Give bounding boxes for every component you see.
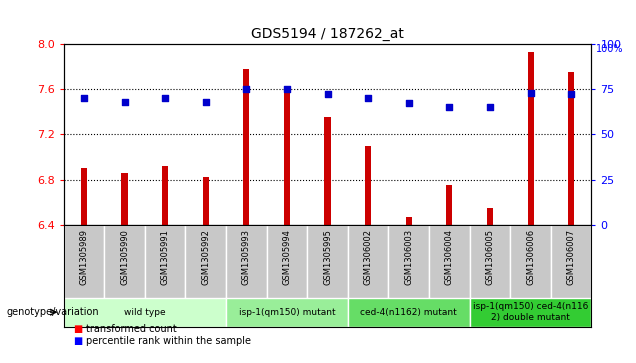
Bar — [81, 168, 87, 225]
Bar — [64, 225, 104, 298]
Bar — [244, 69, 249, 225]
Point — [282, 86, 292, 92]
Text: GSM1305990: GSM1305990 — [120, 229, 129, 285]
Text: GSM1305989: GSM1305989 — [80, 229, 88, 285]
Bar — [389, 225, 429, 298]
Text: ced-4(n1162) mutant: ced-4(n1162) mutant — [361, 308, 457, 317]
Text: genotype/variation: genotype/variation — [6, 307, 99, 317]
Bar — [162, 166, 168, 225]
Point — [160, 95, 170, 101]
Bar — [469, 225, 510, 298]
Bar — [226, 298, 348, 327]
Text: transformed count: transformed count — [86, 323, 177, 334]
Bar — [266, 225, 307, 298]
Bar — [406, 217, 411, 225]
Bar — [104, 225, 145, 298]
Bar — [510, 225, 551, 298]
Text: ■: ■ — [73, 323, 83, 334]
Point — [485, 104, 495, 110]
Bar — [429, 225, 469, 298]
Text: GSM1305995: GSM1305995 — [323, 229, 332, 285]
Point — [525, 90, 536, 95]
Bar — [551, 225, 591, 298]
Text: GSM1306007: GSM1306007 — [567, 229, 576, 285]
Bar — [64, 298, 226, 327]
Point — [363, 95, 373, 101]
Bar — [121, 173, 128, 225]
Point — [79, 95, 89, 101]
Bar — [284, 89, 290, 225]
Text: GSM1306006: GSM1306006 — [526, 229, 535, 285]
Bar — [527, 52, 534, 225]
Point — [241, 86, 251, 92]
Bar — [307, 225, 348, 298]
Bar — [145, 225, 186, 298]
Point — [566, 91, 576, 97]
Bar — [348, 225, 389, 298]
Text: GSM1306002: GSM1306002 — [364, 229, 373, 285]
Point — [404, 101, 414, 106]
Text: isp-1(qm150) ced-4(n116
2) double mutant: isp-1(qm150) ced-4(n116 2) double mutant — [473, 302, 588, 322]
Text: percentile rank within the sample: percentile rank within the sample — [86, 336, 251, 346]
Text: 100%: 100% — [596, 44, 623, 54]
Bar — [568, 72, 574, 225]
Text: GSM1305991: GSM1305991 — [161, 229, 170, 285]
Text: GSM1306003: GSM1306003 — [404, 229, 413, 285]
Bar — [446, 185, 452, 225]
Text: ■: ■ — [73, 336, 83, 346]
Bar — [203, 178, 209, 225]
Text: GSM1305994: GSM1305994 — [282, 229, 291, 285]
Point — [200, 99, 211, 105]
Text: wild type: wild type — [124, 308, 165, 317]
Point — [120, 99, 130, 105]
Bar — [487, 208, 493, 225]
Point — [445, 104, 455, 110]
Bar — [348, 298, 469, 327]
Bar — [469, 298, 591, 327]
Text: GSM1305993: GSM1305993 — [242, 229, 251, 285]
Point — [322, 91, 333, 97]
Text: GSM1306005: GSM1306005 — [485, 229, 494, 285]
Text: isp-1(qm150) mutant: isp-1(qm150) mutant — [238, 308, 335, 317]
Text: GSM1306004: GSM1306004 — [445, 229, 454, 285]
Bar — [226, 225, 266, 298]
Title: GDS5194 / 187262_at: GDS5194 / 187262_at — [251, 27, 404, 41]
Bar — [186, 225, 226, 298]
Bar — [324, 117, 331, 225]
Bar — [365, 146, 371, 225]
Text: GSM1305992: GSM1305992 — [201, 229, 211, 285]
